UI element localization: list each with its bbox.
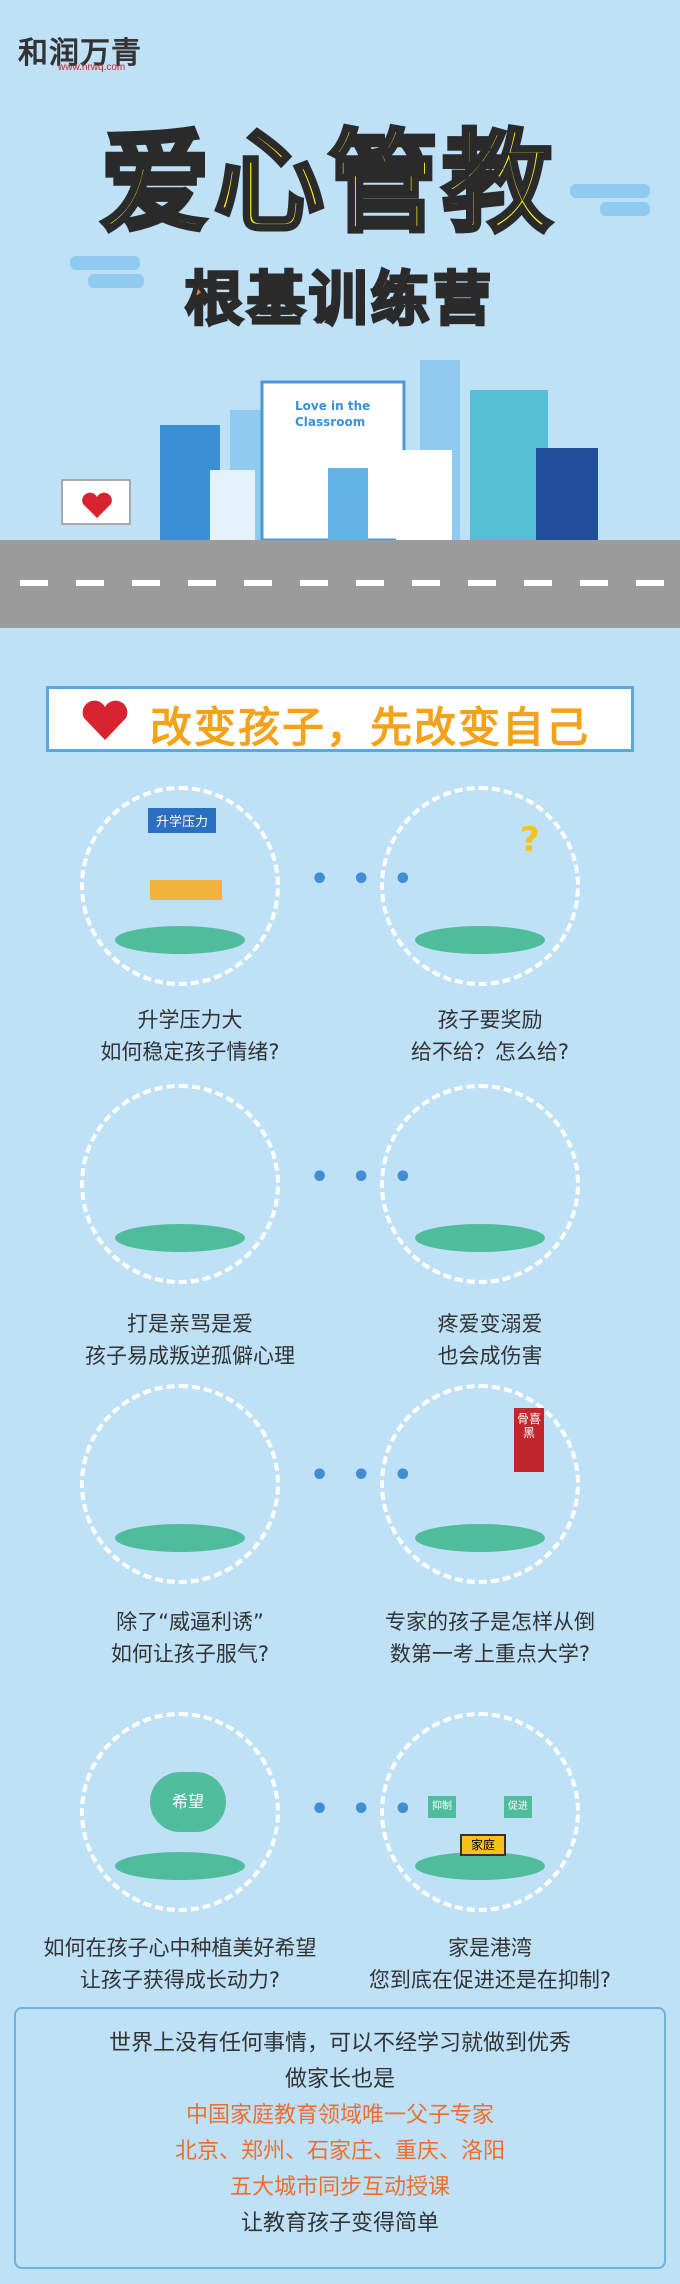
logo: 和润万青 (18, 36, 142, 71)
dots-connector: • • • (310, 862, 419, 897)
illustration-circle (80, 1084, 280, 1284)
dots-connector: • • • (310, 1792, 419, 1827)
illustration-circle (380, 1084, 580, 1284)
caption-5: 除了“威逼利诱” 如何让孩子服气? (110, 1610, 270, 1666)
scale-right-pan: 促进 (504, 1796, 532, 1818)
caption-1: 升学压力大 如何稳定孩子情绪? (100, 1008, 280, 1064)
caption-7: 如何在孩子心中种植美好希望 让孩子获得成长动力? (43, 1936, 317, 1992)
caption-2: 孩子要奖励 给不给？怎么给? (410, 1008, 570, 1064)
logo-url: www.hrwq.com (58, 62, 126, 73)
billboard-text: Love in the Classroom (295, 399, 371, 429)
cloud-shape (88, 274, 144, 288)
illustration-circle (80, 786, 280, 986)
ground-ellipse (115, 1524, 245, 1552)
slogan-banner (46, 686, 634, 752)
banner-flag: 骨喜黑 (514, 1408, 544, 1472)
ground-ellipse (415, 1524, 545, 1552)
info-line-6: 让教育孩子变得简单 (240, 2211, 439, 2236)
ground-ellipse (415, 1224, 545, 1252)
road (0, 540, 680, 628)
info-line-4: 北京、郑州、石家庄、重庆、洛阳 (174, 2139, 505, 2164)
hope-tree-icon: 希望 (150, 1772, 226, 1832)
pressure-tag: 升学压力 (148, 808, 217, 833)
desk-icon (150, 880, 222, 900)
caption-4: 疼爱变溺爱 也会成伤害 (437, 1312, 543, 1368)
ground-ellipse (415, 926, 545, 954)
dots-connector: • • • (310, 1458, 419, 1493)
illustration-circle (380, 786, 580, 986)
sub-title: 根基训练营 (183, 265, 496, 333)
heart-logo-icon (80, 698, 130, 742)
info-box (14, 2007, 666, 2269)
city-skyline-illustration (61, 360, 598, 542)
illustration-circle (80, 1384, 280, 1584)
cloud-shape (570, 184, 650, 198)
info-line-1: 世界上没有任何事情，可以不经学习就做到优秀 (108, 2031, 571, 2056)
cloud-shape (70, 256, 140, 270)
info-line-3: 中国家庭教育领域唯一父子专家 (185, 2103, 494, 2128)
main-title: 爱心管教 (98, 119, 556, 247)
family-block: 家庭 (460, 1834, 506, 1856)
info-line-5: 五大城市同步互动授课 (229, 2175, 450, 2200)
ground-ellipse (115, 1224, 245, 1252)
info-line-2: 做家长也是 (284, 2067, 395, 2092)
dots-connector: • • • (310, 1160, 419, 1195)
ground-ellipse (415, 1852, 545, 1880)
scale-left-pan: 抑制 (428, 1796, 456, 1818)
ground-ellipse (115, 926, 245, 954)
cloud-shape (600, 202, 650, 216)
heart-logo-icon (80, 490, 114, 520)
caption-3: 打是亲骂是爱 孩子易成叛逆孤僻心理 (85, 1312, 295, 1368)
illustration-circle (80, 1712, 280, 1912)
caption-8: 家是港湾 您到底在促进还是在抑制? (368, 1936, 612, 1992)
illustration-circle (380, 1384, 580, 1584)
illustration-circle (380, 1712, 580, 1912)
slogan-text: 改变孩子，先改变自己 (150, 703, 591, 752)
ground-ellipse (115, 1852, 245, 1880)
question-mark-icon: ? (520, 820, 540, 860)
caption-6: 专家的孩子是怎样从倒 数第一考上重点大学? (385, 1610, 595, 1666)
